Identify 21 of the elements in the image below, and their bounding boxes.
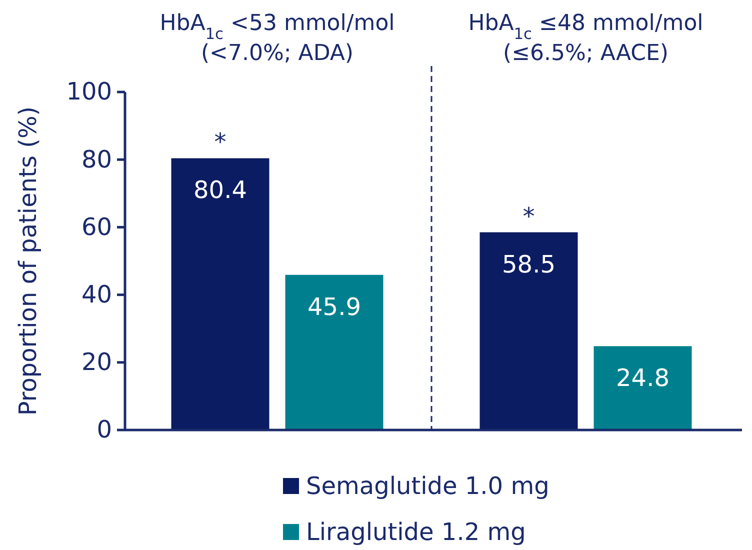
y-tick-label: 40 xyxy=(81,280,112,308)
legend-label: Liraglutide 1.2 mg xyxy=(306,518,526,546)
x-tick-label: HbA$_{1c}$ ≤48 mmol/mol (≤6.5%; AACE) xyxy=(468,11,704,66)
y-tick-label: 20 xyxy=(81,348,112,376)
data-label: 24.8 xyxy=(616,364,670,392)
y-tick-label: 60 xyxy=(81,212,112,241)
y-tick-label: 0 xyxy=(96,416,112,444)
y-axis-title: Proportion of patients (%) xyxy=(14,106,42,416)
bar xyxy=(171,158,270,430)
bar xyxy=(480,232,578,430)
data-label: 80.4 xyxy=(194,176,247,204)
y-tick-label: 100 xyxy=(66,78,112,106)
bar xyxy=(285,274,384,430)
annotation: * xyxy=(522,202,535,230)
data-label: 45.9 xyxy=(308,292,361,321)
bar xyxy=(594,346,692,430)
annotation: * xyxy=(214,128,226,156)
y-tick-label: 80 xyxy=(81,145,112,174)
data-label: 58.5 xyxy=(502,250,556,278)
x-tick-label: HbA$_{1c}$ <53 mmol/mol (<7.0%; ADA) xyxy=(160,11,395,66)
legend-label: Semaglutide 1.0 mg xyxy=(306,472,550,500)
